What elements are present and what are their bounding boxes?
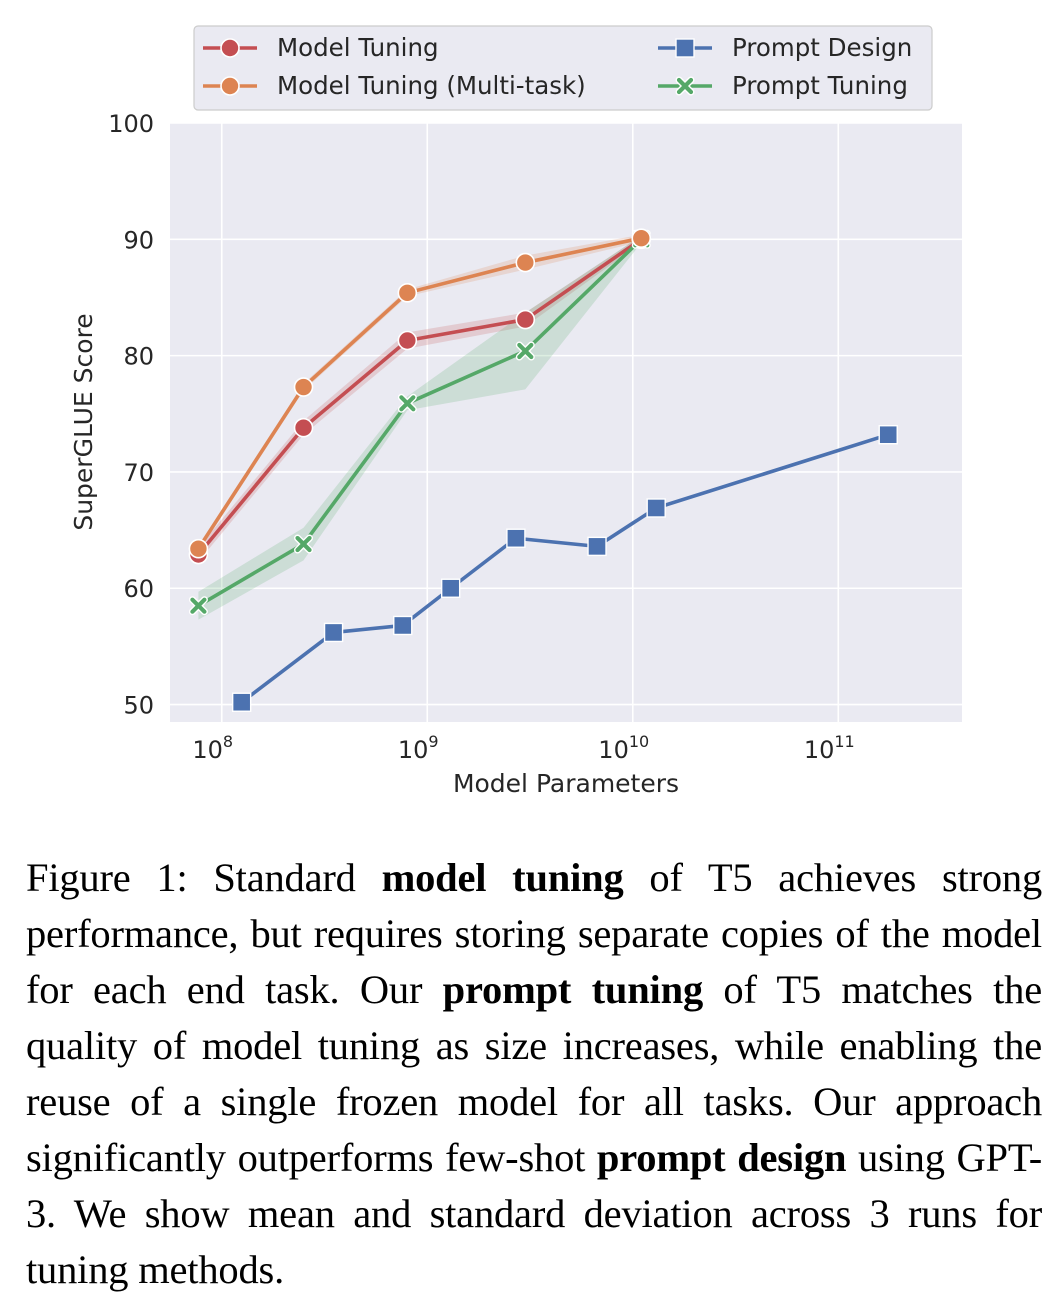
caption-text-1: of T5 achieves strong performance, but r…: [26, 855, 1043, 1012]
legend-label-prompt-design: Prompt Design: [732, 33, 912, 62]
prompt-design-point: [878, 425, 898, 445]
prompt-design-point: [506, 528, 526, 548]
legend-marker-prompt-design: [675, 38, 695, 58]
plot-background: [170, 123, 962, 722]
model-tuning-multi-task-point: [293, 377, 314, 397]
legend-label-prompt-tuning: Prompt Tuning: [732, 71, 908, 100]
y-tick-label: 100: [108, 110, 154, 138]
prompt-design-point: [440, 578, 461, 598]
caption-bold-model-tuning: model tuning: [381, 855, 624, 900]
x-axis-label: Model Parameters: [453, 769, 679, 798]
y-tick-label: 70: [123, 459, 154, 487]
y-tick-label: 60: [123, 575, 154, 603]
prompt-tuning-point: [188, 596, 208, 616]
model-tuning-point: [293, 417, 314, 438]
y-tick-label: 80: [123, 343, 154, 371]
caption-text-2: of T5 matches the quality of model tunin…: [26, 967, 1042, 1180]
prompt-design-point: [231, 692, 252, 712]
prompt-tuning-point: [397, 393, 417, 413]
caption-bold-prompt-design: prompt design: [596, 1135, 847, 1180]
legend-label-model-tuning-multi-task: Model Tuning (Multi-task): [277, 71, 586, 100]
legend-marker-prompt-tuning: [675, 76, 695, 96]
x-tick-label: 109: [398, 732, 439, 764]
model-tuning-multi-task-point: [515, 252, 536, 273]
x-tick-label: 108: [192, 732, 233, 764]
legend: Model Tuning Model Tuning (Multi-task) Pro…: [193, 25, 933, 111]
y-tick-label: 50: [123, 692, 154, 720]
model-tuning-point: [515, 309, 536, 330]
caption-text-3: using GPT-3. We show mean and standard d…: [26, 1135, 1042, 1292]
legend-item-prompt-design: Prompt Design: [658, 33, 912, 62]
legend-frame: [193, 25, 933, 111]
legend-item-model-tuning-multi-task: Model Tuning (Multi-task): [203, 71, 586, 100]
prompt-design-point: [646, 498, 666, 518]
legend-marker-model-tuning-multi-task: [220, 76, 240, 96]
legend-item-prompt-tuning: Prompt Tuning: [658, 71, 908, 100]
model-tuning-point: [397, 330, 418, 351]
x-tick-labels: 108 109 1010 1011: [192, 732, 854, 764]
legend-marker-model-tuning: [220, 38, 240, 58]
grid: [170, 122, 962, 722]
figure-caption: Figure 1: Standard model tuning of T5 ac…: [26, 850, 1042, 1298]
caption-prefix: Figure 1: Standard: [26, 855, 382, 900]
caption-bold-prompt-tuning: prompt tuning: [442, 967, 704, 1012]
model-tuning-multi-task-point: [631, 228, 652, 248]
prompt-design-line: [240, 432, 889, 704]
legend-label-model-tuning: Model Tuning: [277, 33, 439, 62]
y-axis-label: SuperGLUE Score: [69, 313, 98, 530]
model-tuning-multi-task-point: [397, 283, 418, 303]
prompt-design-point: [587, 536, 607, 557]
superglue-chart: 50 60 70 80 90 100 108 109 1010 1011 Model Param…: [69, 25, 962, 798]
model-tuning-multi-task-point: [188, 538, 209, 559]
series-markers: [188, 228, 898, 712]
prompt-design-point: [393, 615, 413, 636]
prompt-tuning-std-band: [198, 235, 642, 620]
y-tick-label: 90: [123, 226, 154, 254]
y-tick-labels: 50 60 70 80 90 100: [108, 110, 154, 720]
prompt-design-point: [323, 622, 344, 643]
prompt-tuning-point: [515, 341, 535, 361]
x-tick-label: 1011: [804, 732, 855, 764]
prompt-tuning-point: [294, 534, 314, 554]
legend-item-model-tuning: Model Tuning: [203, 33, 439, 62]
x-tick-label: 1010: [598, 732, 649, 764]
